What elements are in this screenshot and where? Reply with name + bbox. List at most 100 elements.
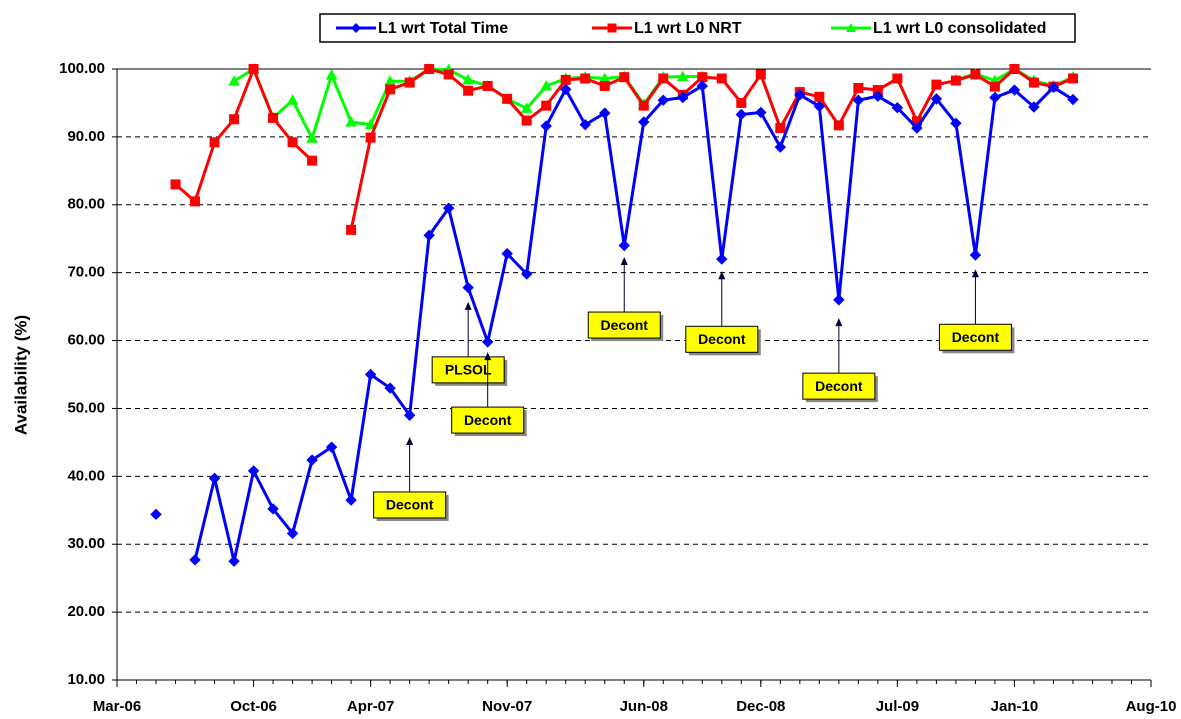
annotation-box (451, 406, 525, 434)
annotation-label: PLSOL (445, 362, 492, 378)
marker (930, 93, 943, 105)
y-tick-label: 30.00 (67, 535, 105, 552)
marker (775, 123, 786, 134)
marker (911, 122, 923, 134)
marker (774, 141, 787, 153)
marker (521, 115, 532, 126)
marker (755, 106, 767, 119)
marker (560, 74, 571, 85)
marker (286, 94, 299, 105)
marker (482, 80, 493, 91)
legend-label: L1 wrt Total Time (378, 20, 508, 37)
x-tick-label: Jul-09 (876, 698, 919, 715)
marker (677, 91, 689, 104)
marker (1067, 73, 1078, 84)
x-tick-label: Mar-06 (93, 698, 141, 715)
marker (190, 196, 201, 207)
marker (520, 268, 533, 280)
marker (286, 527, 299, 540)
marker (540, 79, 553, 91)
marker (267, 503, 279, 515)
marker (540, 120, 552, 132)
annotation-label: Decont (601, 317, 649, 333)
x-tick-label: Apr-07 (347, 698, 395, 715)
annotation-box (938, 323, 1012, 351)
x-tick-label: Dec-08 (736, 698, 785, 715)
marker (599, 107, 611, 119)
annotation-box (373, 491, 447, 519)
annotation-label: Decont (952, 329, 1000, 345)
marker (423, 229, 435, 242)
marker (463, 85, 474, 96)
marker (579, 118, 591, 131)
annotation-label: Decont (815, 378, 863, 394)
marker (481, 336, 494, 348)
marker (853, 83, 864, 94)
marker (755, 69, 766, 80)
marker (442, 202, 455, 214)
marker (501, 247, 513, 260)
marker (247, 465, 260, 477)
marker (209, 137, 220, 148)
marker (346, 224, 357, 235)
marker (384, 382, 396, 394)
y-tick-label: 70.00 (67, 264, 105, 281)
annotation-label: Decont (698, 331, 746, 347)
marker (345, 494, 357, 506)
marker (970, 69, 981, 80)
marker (1047, 81, 1060, 94)
annotation-box (802, 372, 876, 400)
marker (462, 281, 474, 294)
marker (852, 94, 865, 106)
marker (307, 155, 318, 166)
marker (814, 91, 825, 102)
marker (287, 137, 298, 148)
x-tick-label: Oct-06 (230, 698, 277, 715)
marker (618, 239, 630, 252)
x-tick-label: Aug-10 (1126, 698, 1177, 715)
marker (1009, 64, 1020, 74)
marker (950, 75, 961, 86)
marker (989, 91, 1001, 104)
marker (969, 249, 982, 261)
annotation-arrowhead (406, 436, 414, 445)
marker (189, 554, 201, 566)
marker (306, 454, 318, 466)
marker (716, 253, 728, 265)
y-tick-label: 20.00 (67, 603, 105, 620)
marker (560, 83, 572, 96)
marker (462, 73, 475, 85)
annotation-arrowhead (620, 257, 628, 266)
marker (931, 79, 942, 90)
y-tick-label: 90.00 (67, 128, 105, 145)
marker (813, 100, 826, 113)
annotation-label: Decont (386, 497, 434, 513)
y-tick-label: 50.00 (67, 399, 105, 416)
marker (306, 132, 318, 143)
marker (657, 94, 669, 106)
marker (170, 179, 181, 190)
marker (325, 69, 338, 80)
marker (208, 472, 221, 485)
x-tick-label: Jan-10 (991, 698, 1039, 715)
marker (1028, 101, 1040, 113)
legend-box (319, 13, 1076, 43)
annotation-label: Decont (464, 412, 512, 428)
marker (541, 100, 552, 111)
annotation-arrowhead (835, 318, 843, 327)
y-tick-label: 10.00 (67, 671, 105, 688)
annotation-box (685, 325, 759, 353)
annotation-arrowhead (484, 352, 492, 361)
y-tick-label: 40.00 (67, 467, 105, 484)
x-tick-label: Jun-08 (620, 698, 668, 715)
marker (891, 101, 904, 114)
legend-label: L1 wrt L0 NRT (634, 20, 742, 37)
y-tick-label: 100.00 (59, 60, 105, 77)
marker (989, 81, 1000, 92)
y-tick-label: 60.00 (67, 332, 105, 349)
marker (424, 64, 435, 74)
y-axis-label: Availability (%) (11, 315, 30, 435)
marker (619, 72, 630, 83)
